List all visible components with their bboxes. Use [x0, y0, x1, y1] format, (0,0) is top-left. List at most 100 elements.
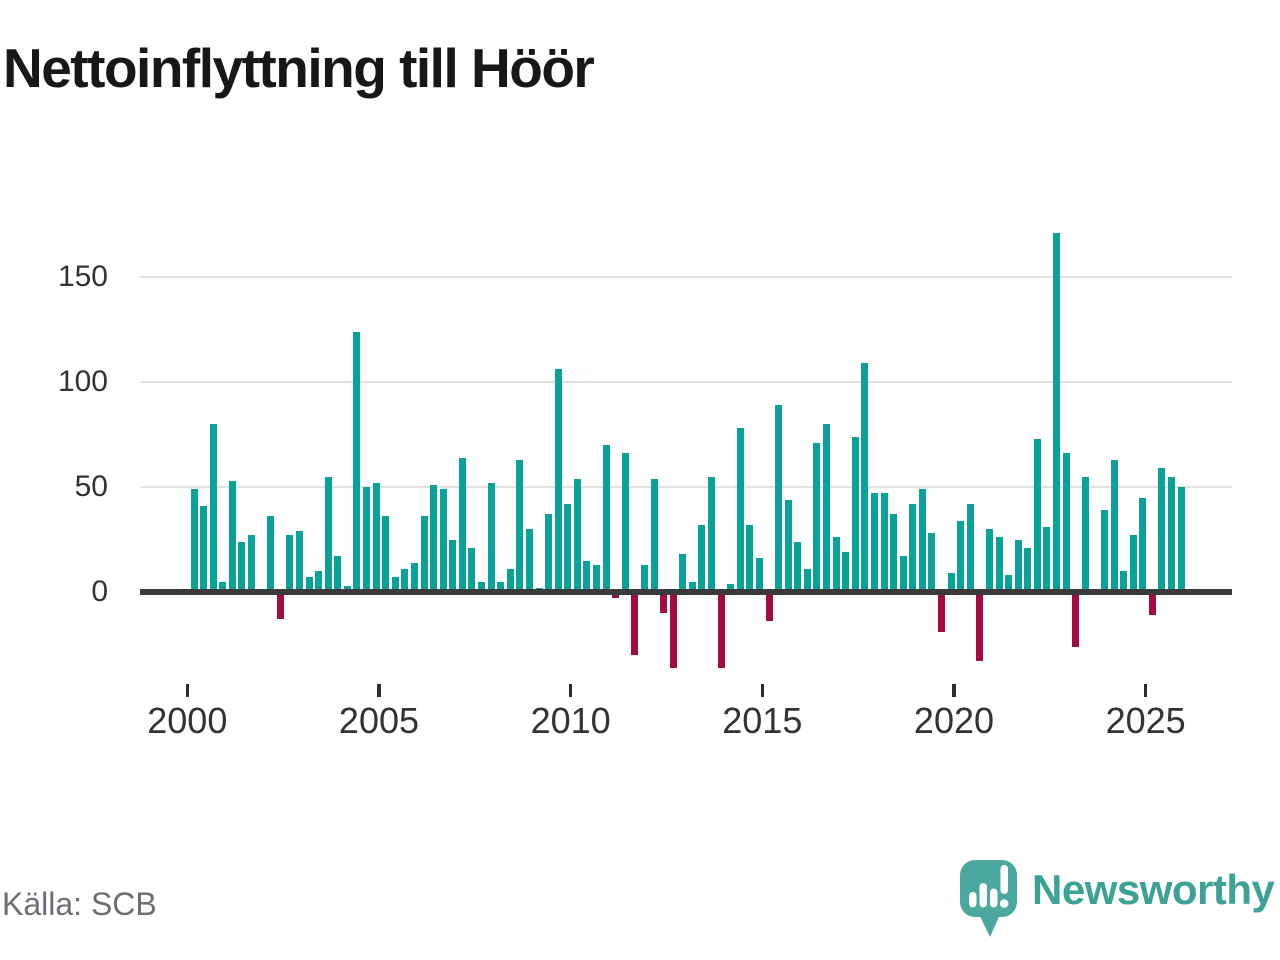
- bar-2006Q1: [420, 516, 428, 592]
- bar-2016Q4: [832, 537, 840, 592]
- bar-2015Q4: [794, 541, 802, 592]
- x-axis-line: [140, 589, 1232, 595]
- bar-2003Q1: [305, 577, 313, 592]
- y-tick-label-150: 150: [57, 260, 108, 293]
- bar-2000Q1: [190, 489, 198, 592]
- bar-2011Q2: [621, 453, 629, 592]
- bar-2016Q1: [803, 568, 811, 592]
- bar-2003Q4: [334, 556, 342, 592]
- bar-2006Q2: [430, 484, 438, 592]
- bar-2019Q4: [947, 573, 955, 592]
- y-tick-label-0: 0: [91, 575, 108, 608]
- bar-2013Q2: [698, 524, 706, 592]
- bar-2017Q4: [870, 493, 878, 592]
- bar-2018Q1: [880, 493, 888, 592]
- bar-2011Q3: [631, 592, 639, 655]
- bar-2008Q3: [516, 459, 524, 592]
- bar-2013Q3: [708, 476, 715, 592]
- bar-2014Q4: [755, 558, 763, 592]
- bar-2012Q1: [650, 478, 658, 592]
- x-tick-label-2020: 2020: [913, 700, 995, 741]
- x-tick-2025: [1143, 684, 1148, 697]
- gridline-100: [140, 381, 1232, 383]
- y-tick-label-100: 100: [57, 365, 108, 398]
- bar-2004Q1: [343, 585, 351, 592]
- newsworthy-logo-icon: [960, 860, 1017, 937]
- gridline-150: [140, 276, 1232, 278]
- bar-2025Q4: [1177, 487, 1185, 592]
- bar-2001Q1: [228, 480, 236, 592]
- bar-2021Q1: [995, 537, 1003, 592]
- bar-2011Q1: [612, 592, 620, 599]
- x-tick-label-2015: 2015: [722, 700, 803, 741]
- bar-2010Q1: [573, 478, 581, 592]
- bar-2008Q2: [506, 568, 514, 592]
- bar-2001Q3: [248, 535, 255, 592]
- bar-2024Q1: [1110, 459, 1118, 592]
- bar-2003Q2: [315, 571, 323, 592]
- x-tick-2005: [377, 684, 381, 697]
- bar-2025Q3: [1168, 476, 1176, 592]
- bar-2011Q4: [640, 564, 648, 592]
- bar-2014Q1: [727, 583, 735, 592]
- bar-2005Q1: [382, 516, 390, 592]
- bar-2002Q1: [267, 516, 275, 592]
- bar-2000Q4: [219, 581, 227, 592]
- bar-2007Q4: [487, 482, 495, 592]
- x-tick-2020: [952, 684, 956, 697]
- bar-2024Q4: [1139, 497, 1147, 592]
- bar-2017Q1: [842, 552, 850, 592]
- bar-2010Q3: [593, 564, 600, 592]
- bar-2004Q2: [353, 331, 361, 592]
- bar-2007Q2: [468, 547, 476, 592]
- bar-2004Q4: [372, 482, 380, 592]
- bar-2022Q3: [1053, 232, 1060, 592]
- bar-2008Q1: [497, 581, 505, 592]
- bar-2020Q4: [985, 529, 993, 592]
- bar-2021Q4: [1024, 547, 1032, 592]
- bar-2006Q4: [449, 539, 457, 592]
- bar-2007Q3: [478, 581, 485, 592]
- bar-2019Q2: [928, 533, 936, 592]
- bar-2024Q3: [1129, 535, 1137, 592]
- bar-2001Q2: [238, 541, 246, 592]
- bar-2009Q2: [545, 514, 553, 592]
- bar-2025Q2: [1158, 468, 1166, 592]
- bar-2021Q2: [1005, 575, 1013, 592]
- bar-2009Q4: [564, 503, 572, 592]
- bar-2002Q2: [276, 592, 284, 620]
- bar-2018Q4: [909, 503, 917, 592]
- bar-2019Q1: [918, 489, 926, 592]
- y-tick-label-50: 50: [74, 470, 108, 503]
- bar-2000Q3: [209, 424, 217, 592]
- source-label: Källa: SCB: [2, 886, 157, 922]
- x-tick-2000: [185, 684, 190, 697]
- bar-2012Q3: [669, 592, 677, 668]
- bar-2004Q3: [363, 487, 370, 592]
- x-tick-label-2000: 2000: [147, 700, 228, 741]
- bar-2020Q1: [957, 520, 965, 592]
- bar-2021Q3: [1014, 539, 1022, 592]
- bar-2008Q4: [525, 529, 533, 592]
- bar-2009Q3: [554, 369, 562, 592]
- bar-2020Q3: [976, 592, 984, 662]
- bar-2016Q2: [813, 442, 821, 592]
- bar-2014Q2: [736, 428, 744, 592]
- bar-2000Q2: [200, 505, 208, 592]
- bar-2005Q2: [391, 577, 399, 592]
- newsworthy-logo-text: Newsworthy: [1032, 866, 1275, 913]
- bar-2005Q4: [410, 562, 418, 592]
- bar-2015Q3: [784, 499, 792, 592]
- bar-2013Q4: [717, 592, 725, 668]
- x-tick-2015: [760, 684, 765, 697]
- x-tick-label-2005: 2005: [338, 700, 420, 741]
- bar-2017Q3: [861, 363, 869, 592]
- bar-2015Q2: [775, 405, 783, 592]
- bar-2023Q2: [1081, 476, 1089, 592]
- bar-2017Q2: [851, 436, 859, 592]
- bar-2022Q4: [1062, 453, 1070, 592]
- bar-2010Q4: [602, 445, 610, 592]
- bar-2014Q3: [746, 524, 754, 592]
- bar-2013Q1: [688, 581, 696, 592]
